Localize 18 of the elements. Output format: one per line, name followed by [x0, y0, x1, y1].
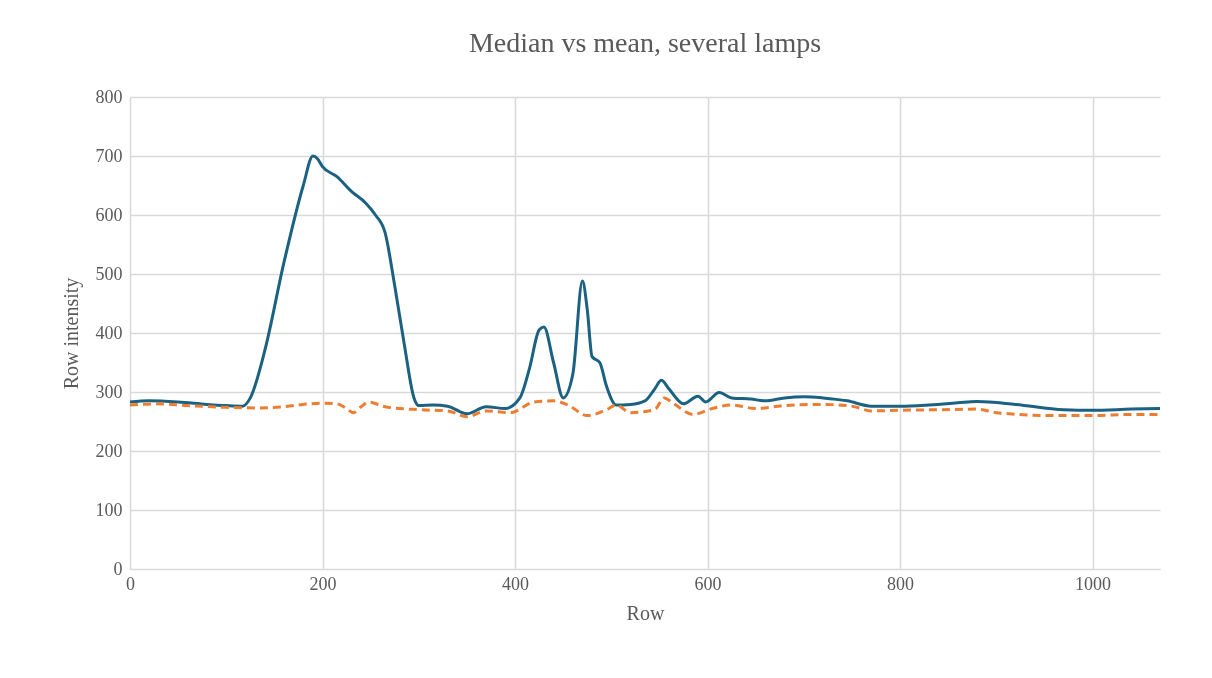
line-series	[128, 154, 1162, 416]
y-tick-label: 500	[95, 263, 123, 284]
chart-title: Median vs mean, several lamps	[468, 27, 822, 58]
x-tick-label: 1000	[1075, 573, 1112, 594]
y-tick-label: 200	[95, 440, 123, 461]
y-tick-label: 400	[95, 322, 123, 343]
y-axis-title: Row intensity	[59, 277, 83, 390]
x-tick-label: 200	[309, 573, 337, 594]
x-tick-label: 800	[887, 573, 915, 594]
y-tick-label: 100	[95, 499, 123, 520]
x-tick-label: 400	[502, 573, 530, 594]
y-tick-label: 600	[95, 204, 123, 225]
x-axis-title: Row	[626, 601, 665, 624]
y-tick-label: 800	[95, 86, 123, 107]
x-tick-label: 600	[694, 573, 722, 594]
y-tick-label: 700	[95, 145, 123, 166]
y-tick-label: 300	[95, 381, 123, 402]
y-tick-label: 0	[113, 558, 123, 579]
